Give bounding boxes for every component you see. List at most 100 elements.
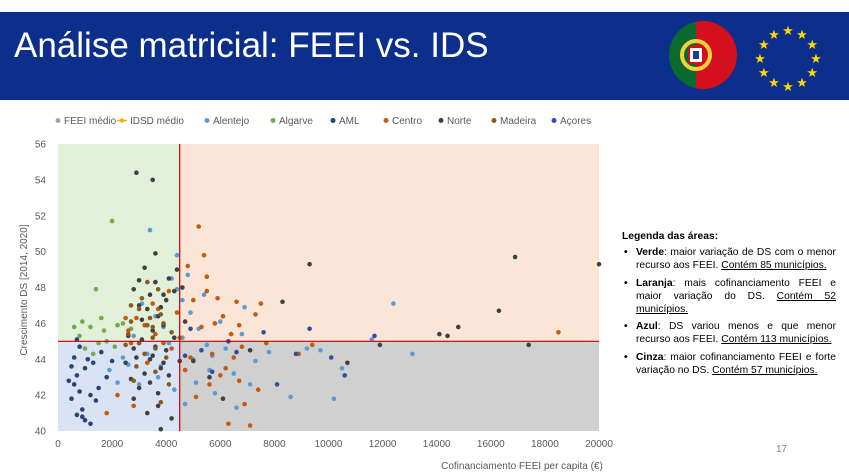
data-point	[153, 369, 158, 375]
series-algarve	[71, 218, 134, 357]
data-point	[136, 340, 142, 346]
data-point	[174, 267, 180, 272]
data-point	[147, 292, 153, 297]
data-point	[123, 342, 128, 348]
x-tick-label: 8000	[263, 439, 286, 450]
legend-item-text: : DS variou menos e que menor recurso ao…	[636, 321, 836, 346]
data-point	[158, 312, 164, 317]
x-tick-label: 18000	[531, 439, 559, 450]
data-point	[253, 312, 258, 317]
data-point	[101, 328, 107, 333]
data-point	[104, 410, 109, 416]
data-point	[220, 313, 226, 319]
data-point	[147, 315, 153, 321]
data-point	[93, 287, 99, 292]
data-point	[345, 360, 350, 366]
data-point	[191, 297, 196, 303]
data-point	[147, 380, 153, 385]
data-point	[153, 279, 158, 285]
data-point	[180, 297, 185, 303]
data-point	[199, 324, 204, 330]
legend-item-azul: Azul: DS variou menos e que menor recurs…	[624, 320, 836, 346]
portugal-flag-icon	[669, 21, 737, 89]
legend-item-cinza: Cinza: maior cofinanciamento FEEI e fort…	[624, 351, 836, 377]
legend-label: FEEI médio	[64, 116, 117, 127]
data-point	[596, 261, 602, 267]
data-point	[136, 303, 142, 308]
y-tick-label: 48	[35, 283, 47, 294]
data-point	[90, 351, 96, 357]
data-point	[96, 340, 101, 346]
data-point	[88, 392, 93, 398]
data-point	[131, 346, 136, 351]
data-point	[239, 331, 245, 337]
blue-area	[58, 341, 180, 431]
data-point	[74, 412, 80, 418]
data-point	[155, 391, 161, 396]
eu-star-icon: ★	[810, 52, 822, 67]
data-point	[82, 417, 88, 423]
legend-marker	[55, 118, 61, 123]
data-point	[261, 330, 266, 335]
legend-label: Madeira	[500, 116, 537, 127]
y-tick-label: 56	[35, 140, 47, 151]
data-point	[207, 382, 212, 387]
x-tick-label: 12000	[369, 439, 397, 450]
data-point	[128, 340, 134, 346]
slide-title: Análise matricial: FEEI vs. IDS	[14, 26, 489, 65]
x-tick-label: 0	[55, 439, 61, 450]
data-point	[163, 355, 169, 360]
legend-marker	[270, 118, 276, 123]
data-point	[182, 401, 188, 407]
data-point	[145, 360, 150, 366]
data-point	[88, 421, 93, 427]
data-point	[66, 378, 72, 384]
data-point	[139, 317, 145, 323]
data-point	[307, 261, 312, 267]
data-point	[220, 396, 226, 402]
data-point	[204, 288, 210, 294]
data-point	[77, 344, 82, 349]
eu-star-icon: ★	[758, 38, 770, 53]
data-point	[182, 367, 188, 373]
data-point	[145, 306, 150, 312]
data-point	[80, 407, 85, 412]
eu-star-icon: ★	[768, 28, 780, 43]
data-point	[69, 396, 74, 402]
data-point	[182, 319, 188, 324]
legend-item-text: : mais cofinanciamento FEEI e maior vari…	[636, 277, 836, 302]
data-point	[85, 357, 91, 362]
x-tick-label: 2000	[101, 439, 124, 450]
x-tick-label: 16000	[477, 439, 505, 450]
data-point	[188, 326, 193, 332]
legend-marker	[551, 118, 557, 123]
data-point	[166, 276, 172, 281]
y-tick-label: 46	[35, 319, 47, 330]
eu-star-icon: ★	[768, 76, 780, 91]
legend-label: Norte	[447, 116, 472, 127]
data-point	[123, 360, 128, 366]
legend-marker	[119, 118, 125, 123]
data-point	[196, 224, 201, 229]
data-point	[99, 349, 104, 355]
data-point	[247, 382, 253, 387]
data-point	[163, 348, 169, 353]
data-point	[142, 351, 147, 357]
data-point	[437, 331, 442, 337]
data-point	[155, 374, 161, 380]
y-tick-label: 40	[35, 427, 47, 438]
data-point	[82, 346, 88, 351]
data-point	[104, 374, 109, 380]
data-point	[185, 263, 191, 269]
data-point	[231, 371, 237, 376]
data-point	[163, 297, 169, 303]
data-point	[145, 322, 150, 328]
data-point	[153, 346, 158, 351]
legend-label: Algarve	[279, 116, 313, 127]
data-point	[158, 365, 164, 371]
data-point	[109, 218, 115, 224]
data-point	[191, 358, 196, 364]
data-point	[182, 353, 188, 358]
data-point	[128, 303, 134, 308]
data-point	[253, 358, 258, 364]
